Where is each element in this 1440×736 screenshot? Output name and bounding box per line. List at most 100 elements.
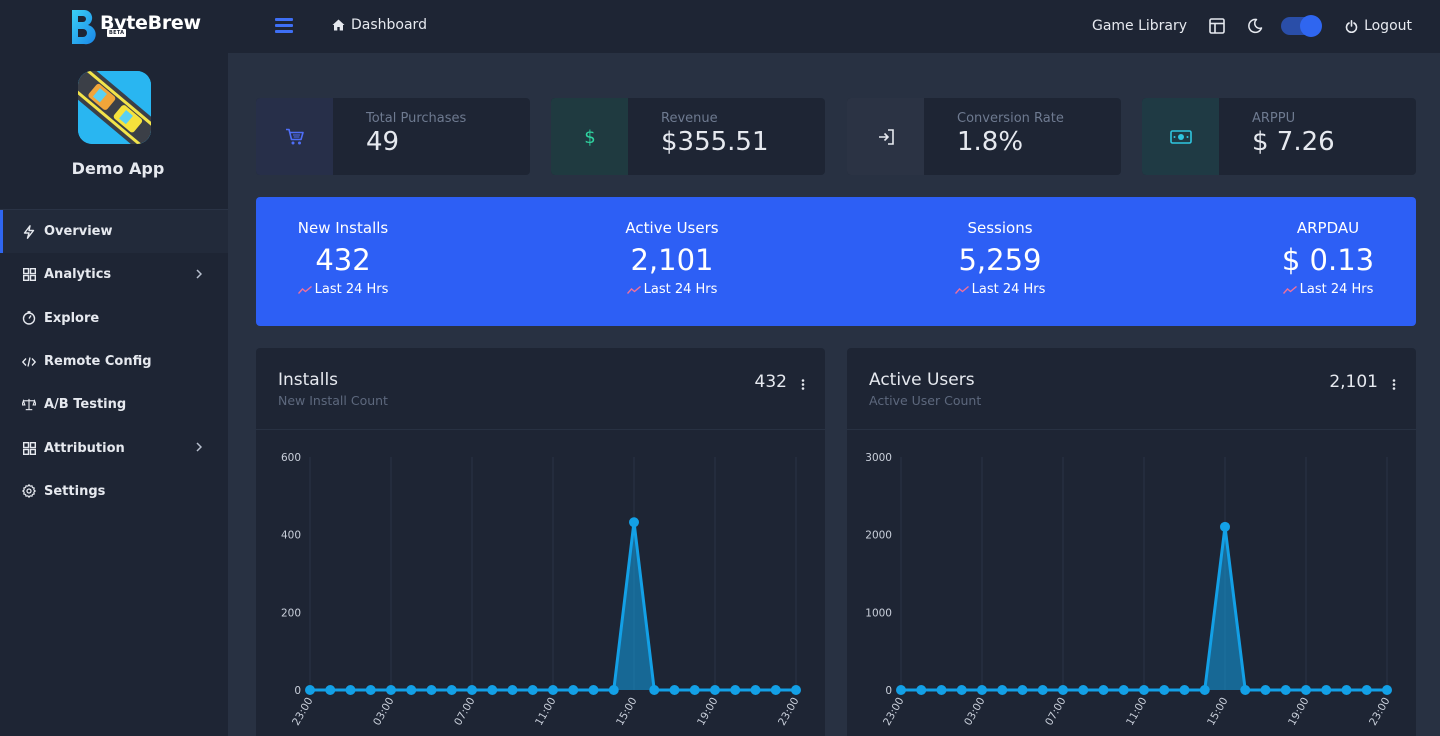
installs-chart-card: Installs New Install Count 432 0 200 400 60… bbox=[256, 348, 825, 736]
layout-toggle-button[interactable] bbox=[1209, 18, 1225, 34]
sidebar-item-label: A/B Testing bbox=[44, 397, 127, 413]
kpi-arpdau: ARPDAU $ 0.13 Last 24 Hrs bbox=[1228, 219, 1428, 297]
kpi-sub: Last 24 Hrs bbox=[314, 282, 389, 297]
data-point bbox=[386, 685, 396, 695]
data-point bbox=[956, 685, 967, 695]
active-users-chart-card: Active Users Active User Count 2,101 0 10… bbox=[847, 348, 1416, 736]
sidebar: Demo App Overview Analytics Explore Remo… bbox=[0, 53, 228, 736]
grid-icon bbox=[22, 268, 36, 282]
divider bbox=[0, 209, 228, 210]
app-icon[interactable] bbox=[78, 71, 151, 144]
moon-icon bbox=[1248, 18, 1263, 34]
data-point bbox=[1179, 685, 1190, 695]
brand-name: ByteBrew bbox=[100, 12, 201, 34]
menu-toggle-button[interactable] bbox=[275, 18, 293, 33]
chart-title: Active Users bbox=[869, 370, 975, 390]
x-tick-label: 11:00 bbox=[533, 696, 559, 728]
breadcrumb[interactable]: Dashboard bbox=[332, 17, 427, 33]
sidebar-item-settings[interactable]: Settings bbox=[0, 470, 228, 513]
stat-card-revenue: $ Revenue $355.51 bbox=[551, 98, 825, 175]
stat-label: Conversion Rate bbox=[957, 111, 1064, 126]
chevron-right-icon bbox=[196, 441, 203, 456]
bolt-icon bbox=[22, 224, 36, 239]
y-tick-label: 3000 bbox=[865, 452, 892, 464]
data-point bbox=[588, 685, 599, 695]
y-tick-label: 200 bbox=[281, 607, 301, 619]
divider bbox=[256, 429, 825, 430]
x-tick-label: 19:00 bbox=[695, 696, 721, 728]
x-tick-label: 15:00 bbox=[614, 696, 640, 728]
kpi-label: Active Users bbox=[625, 219, 719, 237]
data-point bbox=[916, 685, 927, 695]
x-tick-label: 23:00 bbox=[1367, 696, 1393, 728]
chart-total: 2,101 bbox=[1329, 372, 1378, 392]
data-point bbox=[305, 685, 315, 695]
x-tick-label: 07:00 bbox=[1043, 696, 1069, 728]
data-point bbox=[527, 685, 538, 695]
data-point bbox=[406, 685, 417, 695]
dark-mode-button[interactable] bbox=[1247, 18, 1263, 34]
data-point bbox=[730, 685, 741, 695]
divider bbox=[847, 429, 1416, 430]
stat-value: $ 7.26 bbox=[1252, 127, 1335, 157]
logout-button[interactable]: Logout bbox=[1345, 18, 1412, 34]
data-point bbox=[770, 685, 781, 695]
layout-icon bbox=[1209, 18, 1225, 34]
sidebar-item-remote-config[interactable]: Remote Config bbox=[0, 340, 228, 383]
stat-card-arppu: ARPPU $ 7.26 bbox=[1142, 98, 1416, 175]
sidebar-item-overview[interactable]: Overview bbox=[0, 210, 228, 254]
brand-logo[interactable]: ByteBrew bbox=[68, 8, 201, 45]
sidebar-item-analytics[interactable]: Analytics bbox=[0, 253, 228, 296]
chart-total: 432 bbox=[754, 372, 787, 392]
x-tick-label: 23:00 bbox=[776, 696, 802, 728]
data-point bbox=[791, 685, 801, 695]
top-bar: ByteBrew BETA Dashboard Game Library Log… bbox=[0, 0, 1440, 53]
data-point bbox=[1361, 685, 1372, 695]
dark-mode-toggle[interactable] bbox=[1281, 15, 1323, 37]
stat-value: 49 bbox=[366, 127, 400, 157]
data-point bbox=[446, 685, 457, 695]
sidebar-item-attribution[interactable]: Attribution bbox=[0, 426, 228, 469]
chart-subtitle: New Install Count bbox=[278, 393, 388, 408]
data-point bbox=[1118, 685, 1129, 695]
chart-subtitle: Active User Count bbox=[869, 393, 982, 408]
cart-icon bbox=[256, 98, 333, 175]
trend-icon bbox=[1282, 285, 1297, 294]
more-options-button[interactable] bbox=[1392, 375, 1396, 394]
data-point bbox=[1382, 685, 1392, 695]
y-tick-label: 0 bbox=[294, 685, 301, 697]
home-icon bbox=[332, 19, 345, 31]
breadcrumb-label: Dashboard bbox=[351, 17, 427, 33]
y-tick-label: 1000 bbox=[865, 607, 892, 619]
sidebar-item-explore[interactable]: Explore bbox=[0, 297, 228, 340]
scale-icon bbox=[22, 398, 36, 412]
data-point bbox=[568, 685, 579, 695]
data-point bbox=[1037, 685, 1048, 695]
stat-label: ARPPU bbox=[1252, 111, 1296, 126]
more-vertical-icon bbox=[1392, 379, 1396, 390]
data-point bbox=[689, 685, 700, 695]
x-tick-label: 11:00 bbox=[1124, 696, 1150, 728]
y-tick-label: 2000 bbox=[865, 530, 892, 542]
data-point bbox=[1058, 685, 1068, 695]
data-point bbox=[1017, 685, 1028, 695]
x-tick-label: 03:00 bbox=[371, 696, 397, 728]
data-point bbox=[345, 685, 356, 695]
money-bill-icon bbox=[1142, 98, 1219, 175]
game-library-link[interactable]: Game Library bbox=[1091, 18, 1188, 34]
data-point bbox=[649, 685, 660, 695]
data-point bbox=[1280, 685, 1291, 695]
data-point bbox=[1240, 685, 1251, 695]
data-point bbox=[426, 685, 437, 695]
stat-value: 1.8% bbox=[957, 127, 1024, 157]
data-point bbox=[487, 685, 498, 695]
data-point bbox=[710, 685, 720, 695]
x-tick-label: 03:00 bbox=[962, 696, 988, 728]
kpi-label: New Installs bbox=[297, 219, 389, 237]
beta-badge: BETA bbox=[107, 29, 127, 37]
x-tick-label: 23:00 bbox=[881, 696, 907, 728]
sidebar-item-ab-testing[interactable]: A/B Testing bbox=[0, 383, 228, 426]
kpi-active-users: Active Users 2,101 Last 24 Hrs bbox=[572, 219, 772, 297]
more-options-button[interactable] bbox=[801, 375, 805, 394]
svg-text:$: $ bbox=[584, 127, 595, 147]
